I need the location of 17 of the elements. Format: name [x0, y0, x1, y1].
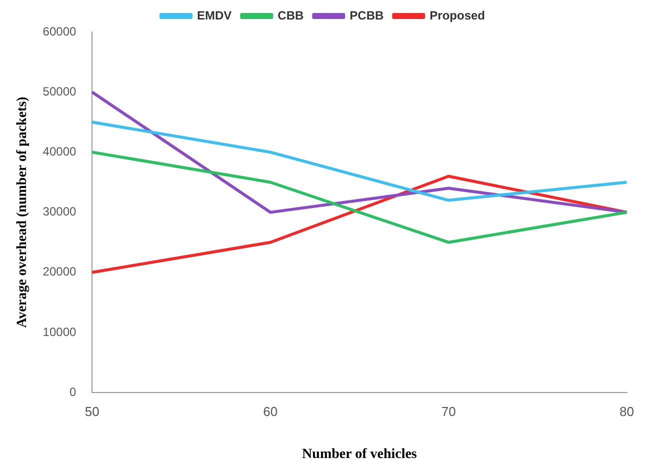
x-tick-label: 70 — [441, 404, 456, 419]
x-axis-title: Number of vehicles — [302, 447, 418, 462]
legend-label: PCBB — [350, 8, 384, 22]
x-tick-label: 50 — [84, 404, 100, 419]
y-tick-label: 50000 — [42, 84, 76, 98]
y-tick-label: 0 — [69, 384, 76, 399]
y-axis-title: Average overhead (number of packets) — [15, 96, 30, 328]
x-tick-label: 60 — [263, 404, 278, 419]
legend-label: CBB — [278, 8, 304, 22]
legend-label: Proposed — [430, 8, 486, 22]
x-tick-label: 80 — [620, 404, 634, 419]
y-tick-label: 10000 — [42, 324, 76, 339]
y-tick-label: 20000 — [42, 264, 76, 279]
y-tick-label: 40000 — [42, 144, 76, 159]
legend-label: EMDV — [196, 8, 232, 22]
y-tick-label: 30000 — [42, 204, 76, 219]
y-tick-label: 60000 — [42, 24, 76, 38]
